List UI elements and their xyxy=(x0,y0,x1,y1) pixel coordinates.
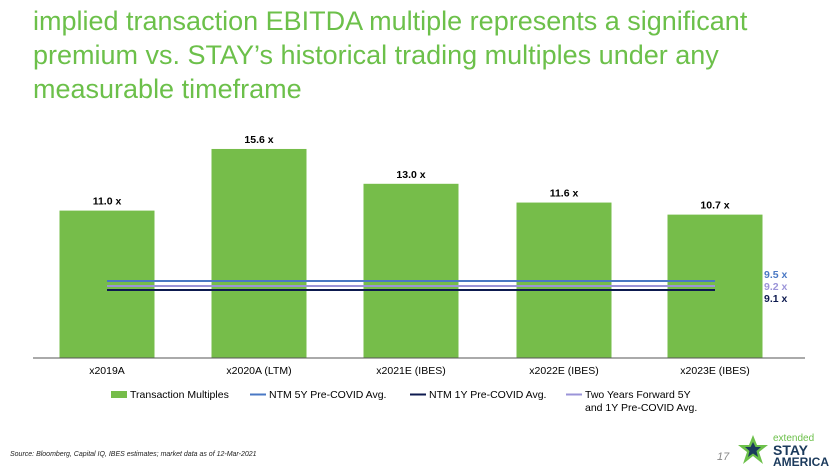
legend-label-line2: and 1Y Pre-COVID Avg. xyxy=(585,402,697,414)
source-note: Source: Bloomberg, Capital IQ, IBES esti… xyxy=(10,451,257,458)
x-tick-label: x2022E (IBES) xyxy=(529,365,598,377)
logo-text-america: AMERICA xyxy=(773,455,829,469)
x-tick-label: x2019A xyxy=(89,365,125,377)
bar-value-label: 15.6 x xyxy=(244,134,273,146)
x-tick-labels: x2019A x2020A (LTM) x2021E (IBES) x2022E (I… xyxy=(89,365,750,377)
page-number: 17 xyxy=(717,451,730,463)
legend: Transaction Multiples NTM 5Y Pre-COVID Av… xyxy=(111,389,697,414)
star-logo-icon xyxy=(738,435,768,464)
logo-text-extended: extended xyxy=(773,433,815,444)
legend-label: Transaction Multiples xyxy=(130,389,229,401)
x-tick-label: x2020A (LTM) xyxy=(226,365,291,377)
x-tick-label: x2023E (IBES) xyxy=(680,365,749,377)
logo-text-stay: STAY xyxy=(773,442,809,458)
bar-0 xyxy=(59,210,155,358)
bars-group: 11.0 x 15.6 x 13.0 x 11.6 x 10.7 x xyxy=(59,134,763,358)
bar-value-label: 11.0 x xyxy=(93,196,122,208)
legend-item: NTM 5Y Pre-COVID Avg. xyxy=(250,389,386,401)
reference-line-label: 9.1 x xyxy=(764,293,788,305)
legend-label: Two Years Forward 5Y xyxy=(585,389,691,401)
bar-1 xyxy=(211,148,307,358)
legend-label: NTM 1Y Pre-COVID Avg. xyxy=(429,389,546,401)
reference-lines-group: 9.5 x9.2 x9.1 x xyxy=(107,269,788,305)
legend-item: Transaction Multiples xyxy=(111,389,229,401)
legend-item: NTM 1Y Pre-COVID Avg. xyxy=(410,389,546,401)
bar-2 xyxy=(363,183,459,358)
reference-line-label: 9.5 x xyxy=(764,269,788,281)
reference-line-label: 9.2 x xyxy=(764,281,788,293)
legend-swatch xyxy=(111,391,127,398)
bar-value-label: 10.7 x xyxy=(700,200,729,212)
bar-value-label: 11.6 x xyxy=(550,188,579,200)
company-logo: extended STAY AMERICA xyxy=(737,424,835,470)
x-tick-label: x2021E (IBES) xyxy=(376,365,445,377)
page-title: implied transaction EBITDA multiple repr… xyxy=(33,6,748,104)
bar-value-label: 13.0 x xyxy=(396,169,425,181)
legend-label: NTM 5Y Pre-COVID Avg. xyxy=(269,389,386,401)
